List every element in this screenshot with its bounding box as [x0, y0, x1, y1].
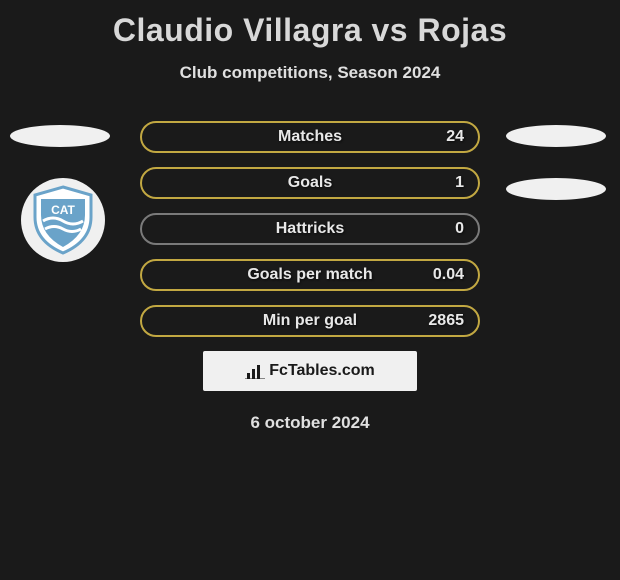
stat-value: 2865: [428, 312, 464, 330]
page-title: Claudio Villagra vs Rojas: [0, 0, 620, 49]
stat-value: 0.04: [433, 266, 464, 284]
stat-label: Matches: [278, 128, 342, 146]
stat-value: 24: [446, 128, 464, 146]
stat-row: Goals per match 0.04: [140, 259, 480, 291]
stat-row: Goals 1: [140, 167, 480, 199]
bar-chart-icon: [245, 363, 265, 379]
date-text: 6 october 2024: [0, 413, 620, 433]
branding-box: FcTables.com: [203, 351, 417, 391]
stat-label: Hattricks: [276, 220, 344, 238]
stat-row: Hattricks 0: [140, 213, 480, 245]
stat-row: Min per goal 2865: [140, 305, 480, 337]
stat-value: 1: [455, 174, 464, 192]
page-subtitle: Club competitions, Season 2024: [0, 63, 620, 83]
stat-row: Matches 24: [140, 121, 480, 153]
stats-container: Matches 24 Goals 1 Hattricks 0 Goals per…: [0, 121, 620, 337]
stat-value: 0: [455, 220, 464, 238]
stat-label: Goals per match: [247, 266, 372, 284]
stat-label: Min per goal: [263, 312, 357, 330]
stat-label: Goals: [288, 174, 332, 192]
branding-text: FcTables.com: [269, 362, 375, 380]
